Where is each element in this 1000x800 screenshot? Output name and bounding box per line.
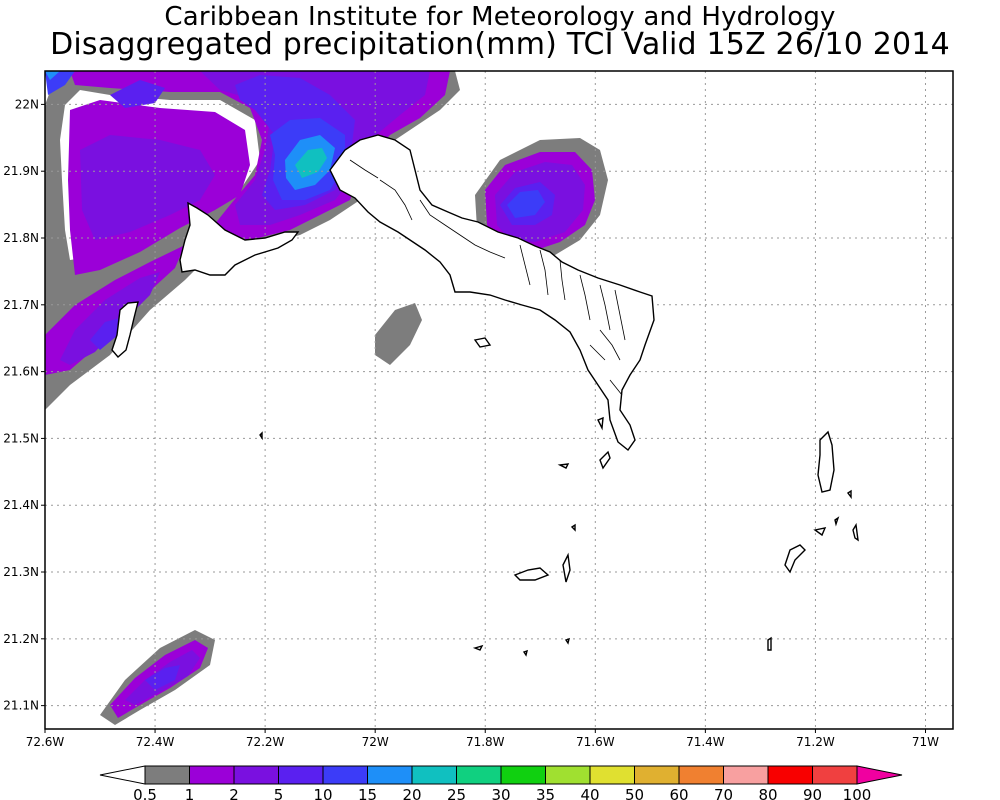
colorbar-swatch xyxy=(767,765,813,785)
island-cay-12 xyxy=(564,637,570,645)
lon-tick-label: 72W xyxy=(362,735,389,749)
island-cay-6 xyxy=(599,450,611,470)
lon-tick-label: 71.8W xyxy=(466,735,505,749)
lon-tick-label: 71.6W xyxy=(576,735,615,749)
lon-tick-label: 71.4W xyxy=(686,735,725,749)
island-cay-15 xyxy=(570,523,576,532)
colorbar-swatch xyxy=(411,765,457,785)
island-middle-caicos-inner xyxy=(349,159,626,341)
colorbar-label: 0.5 xyxy=(133,786,157,800)
colorbar-swatch xyxy=(233,765,279,785)
island-cay-1 xyxy=(562,552,571,583)
colorbar-label: 40 xyxy=(580,786,599,800)
colorbar-label: 10 xyxy=(313,786,332,800)
lon-tick-label: 72.2W xyxy=(246,735,285,749)
colorbar-swatch xyxy=(545,765,591,785)
lat-tick-label: 21.5N xyxy=(3,431,39,445)
longitude-ticks: 72.6W 72.4W 72.2W 72W 71.8W 71.6W 71.4W 71.2W 71… xyxy=(26,729,939,749)
colorbar-swatch xyxy=(456,765,502,785)
lat-tick-label: 21.1N xyxy=(3,699,39,713)
island-south-caicos xyxy=(784,544,806,574)
colorbar-over-arrow xyxy=(856,765,903,785)
plot-frame xyxy=(44,70,954,730)
coastlines xyxy=(111,134,859,657)
colorbar-label: 25 xyxy=(447,786,466,800)
lon-tick-label: 72.4W xyxy=(136,735,175,749)
colorbar-label: 5 xyxy=(274,786,284,800)
precip-band-2 xyxy=(60,71,585,705)
island-cay-4 xyxy=(852,522,859,542)
lat-tick-label: 22N xyxy=(15,97,39,111)
island-east-caicos-inner xyxy=(589,329,623,396)
island-west-caicos xyxy=(111,301,139,358)
island-cay-10 xyxy=(472,644,484,651)
lat-tick-label: 21.9N xyxy=(3,164,39,178)
colorbar-swatch xyxy=(367,765,413,785)
precip-band-10 xyxy=(45,71,545,218)
colorbar-swatch xyxy=(678,765,724,785)
colorbar-swatch xyxy=(322,765,368,785)
chart-title-line1: Caribbean Institute for Meteorology and … xyxy=(164,2,836,32)
colorbar-label: 20 xyxy=(402,786,421,800)
colorbar: 0.5 1 2 5 10 15 20 25 30 35 40 50 60 70 80 90 100 xyxy=(99,765,903,800)
lat-tick-label: 21.8N xyxy=(3,231,39,245)
colorbar-swatch xyxy=(812,765,858,785)
colorbar-label: 50 xyxy=(625,786,644,800)
precipitation-field xyxy=(45,71,608,725)
colorbar-swatch xyxy=(500,765,546,785)
colorbar-label: 1 xyxy=(185,786,195,800)
lat-tick-label: 21.4N xyxy=(3,498,39,512)
island-cay-7 xyxy=(597,416,604,431)
colorbar-swatch xyxy=(144,765,190,785)
colorbar-label: 35 xyxy=(536,786,555,800)
lat-tick-label: 21.6N xyxy=(3,365,39,379)
colorbar-label: 30 xyxy=(491,786,510,800)
precip-band-15 xyxy=(45,71,335,190)
chart-title-line2: Disaggregated precipitation(mm) TCI Vali… xyxy=(50,27,950,62)
colorbar-swatch xyxy=(189,765,235,785)
colorbar-label: 2 xyxy=(229,786,239,800)
island-cay-2 xyxy=(473,337,492,348)
lat-tick-label: 21.7N xyxy=(3,298,39,312)
colorbar-swatch xyxy=(589,765,635,785)
island-cay-5 xyxy=(834,516,840,527)
colorbar-under-arrow xyxy=(99,765,146,785)
precip-band-20 xyxy=(295,148,327,178)
island-cay-3 xyxy=(813,527,827,537)
island-cay-11 xyxy=(522,649,528,657)
colorbar-label: 100 xyxy=(843,786,872,800)
colorbar-label: 15 xyxy=(358,786,377,800)
lon-tick-label: 71.2W xyxy=(796,735,835,749)
colorbar-swatch xyxy=(723,765,769,785)
lat-tick-label: 21.3N xyxy=(3,565,39,579)
latitude-ticks: 22N 21.9N 21.8N 21.7N 21.6N 21.5N 21.4N 21.3N 21… xyxy=(3,97,45,713)
island-cay-9 xyxy=(557,463,570,469)
lon-tick-label: 72.6W xyxy=(26,735,65,749)
island-cay-8 xyxy=(767,636,772,651)
island-cay-14 xyxy=(846,489,852,500)
colorbar-swatch xyxy=(634,765,680,785)
lat-tick-label: 21.2N xyxy=(3,632,39,646)
colorbar-label: 60 xyxy=(669,786,688,800)
island-providenciales xyxy=(179,201,300,276)
colorbar-label: 80 xyxy=(758,786,777,800)
island-cay-13 xyxy=(259,431,263,441)
colorbar-label: 70 xyxy=(714,786,733,800)
island-ambergris xyxy=(513,567,550,581)
precip-band-0.5 xyxy=(45,71,608,725)
island-salt-cay-grand-turk xyxy=(817,430,835,493)
lon-tick-label: 71W xyxy=(912,735,939,749)
colorbar-label: 90 xyxy=(803,786,822,800)
colorbar-swatch xyxy=(278,765,324,785)
island-north-caicos-chain xyxy=(329,134,655,452)
